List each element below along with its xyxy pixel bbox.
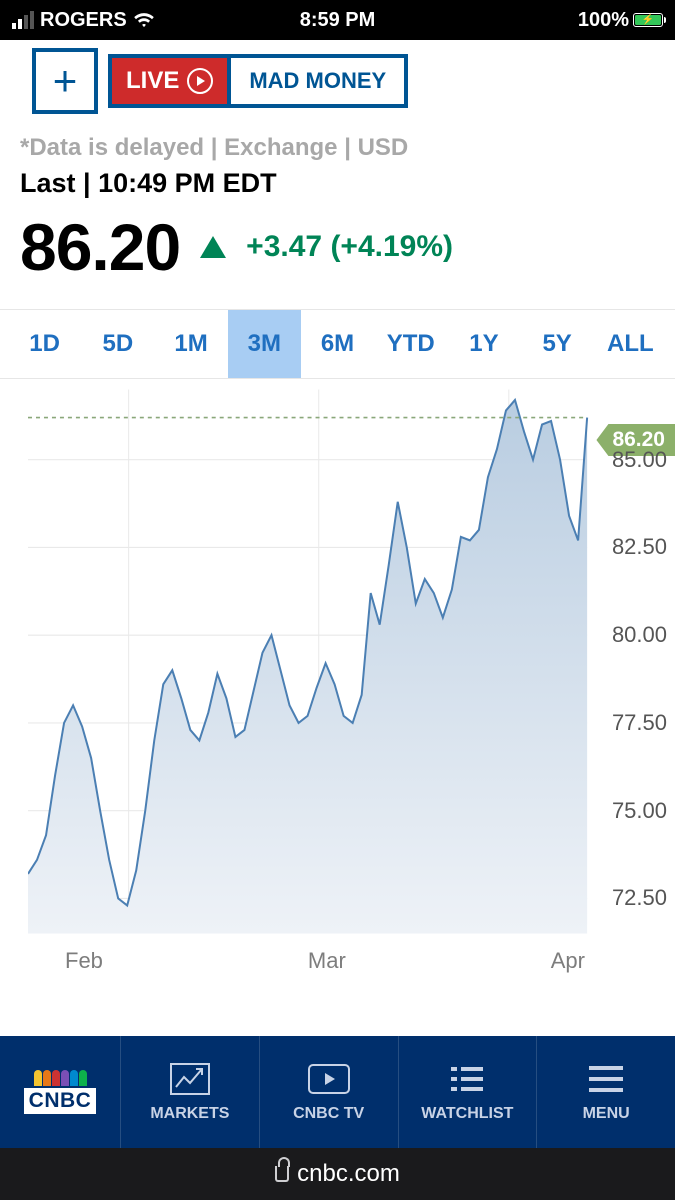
- range-tab-5y[interactable]: 5Y: [521, 310, 594, 378]
- x-tick: Apr: [551, 948, 585, 974]
- x-tick: Feb: [65, 948, 103, 974]
- range-tab-6m[interactable]: 6M: [301, 310, 374, 378]
- show-button[interactable]: MAD MONEY: [231, 54, 408, 108]
- nav-markets[interactable]: MARKETS: [120, 1036, 259, 1148]
- nav-menu[interactable]: MENU: [536, 1036, 675, 1148]
- x-tick: Mar: [308, 948, 346, 974]
- up-arrow-icon: [200, 236, 226, 258]
- price-change: +3.47 (+4.19%): [246, 230, 453, 264]
- markets-icon: [170, 1061, 210, 1097]
- price-chart[interactable]: 86.20 72.5075.0077.5080.0082.5085.00: [0, 379, 675, 944]
- range-tab-3m[interactable]: 3M: [228, 310, 301, 378]
- y-tick: 72.50: [612, 885, 667, 911]
- range-tab-5d[interactable]: 5D: [81, 310, 154, 378]
- range-tabs: 1D5D1M3M6MYTD1Y5YALL: [0, 309, 675, 379]
- live-badge[interactable]: LIVE: [108, 54, 231, 108]
- play-icon: [187, 68, 213, 94]
- signal-icon: [12, 11, 34, 29]
- range-tab-ytd[interactable]: YTD: [374, 310, 447, 378]
- cnbc-logo[interactable]: CNBC: [0, 1036, 120, 1148]
- y-tick: 80.00: [612, 622, 667, 648]
- y-tick: 82.50: [612, 534, 667, 560]
- live-label: LIVE: [126, 67, 179, 95]
- wifi-icon: [133, 12, 155, 28]
- status-time: 8:59 PM: [229, 9, 446, 32]
- nav-watchlist[interactable]: WATCHLIST: [398, 1036, 537, 1148]
- carrier-label: ROGERS: [40, 9, 127, 32]
- top-button-row: + LIVE MAD MONEY: [0, 40, 675, 126]
- lock-icon: [275, 1166, 289, 1182]
- price-row: 86.20 +3.47 (+4.19%): [0, 199, 675, 309]
- y-tick: 77.50: [612, 710, 667, 736]
- nav-cnbc-tv[interactable]: CNBC TV: [259, 1036, 398, 1148]
- domain-label: cnbc.com: [297, 1160, 400, 1188]
- delayed-label: *Data is delayed | Exchange | USD: [0, 126, 675, 162]
- menu-icon: [589, 1061, 623, 1097]
- battery-percent: 100%: [578, 9, 629, 32]
- range-tab-1m[interactable]: 1M: [154, 310, 227, 378]
- add-button[interactable]: +: [32, 48, 98, 114]
- tv-icon: [307, 1061, 351, 1097]
- range-tab-1d[interactable]: 1D: [8, 310, 81, 378]
- battery-icon: ⚡: [633, 13, 663, 27]
- y-tick: 85.00: [612, 447, 667, 473]
- range-tab-all[interactable]: ALL: [594, 310, 667, 378]
- status-bar: ROGERS 8:59 PM 100% ⚡: [0, 0, 675, 40]
- peacock-icon: [34, 1070, 87, 1086]
- range-tab-1y[interactable]: 1Y: [447, 310, 520, 378]
- bottom-nav: CNBC MARKETSCNBC TVWATCHLISTMENU: [0, 1036, 675, 1148]
- y-tick: 75.00: [612, 798, 667, 824]
- last-price: 86.20: [20, 209, 180, 285]
- watchlist-icon: [449, 1061, 485, 1097]
- address-bar[interactable]: cnbc.com: [0, 1148, 675, 1200]
- last-label: Last | 10:49 PM EDT: [0, 162, 675, 199]
